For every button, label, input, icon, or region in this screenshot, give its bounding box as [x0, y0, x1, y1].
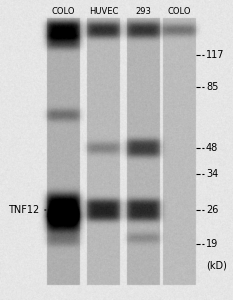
- Text: 293: 293: [136, 8, 151, 16]
- Text: COLO: COLO: [52, 8, 75, 16]
- Text: 117: 117: [206, 50, 225, 60]
- Text: HUVEC: HUVEC: [89, 8, 118, 16]
- Text: (kD): (kD): [206, 260, 227, 270]
- Text: 19: 19: [206, 239, 218, 249]
- Text: COLO: COLO: [168, 8, 191, 16]
- Text: 26: 26: [206, 205, 218, 215]
- Text: TNF12: TNF12: [8, 205, 39, 215]
- Text: 48: 48: [206, 143, 218, 153]
- Text: 34: 34: [206, 169, 218, 179]
- Text: 85: 85: [206, 82, 218, 92]
